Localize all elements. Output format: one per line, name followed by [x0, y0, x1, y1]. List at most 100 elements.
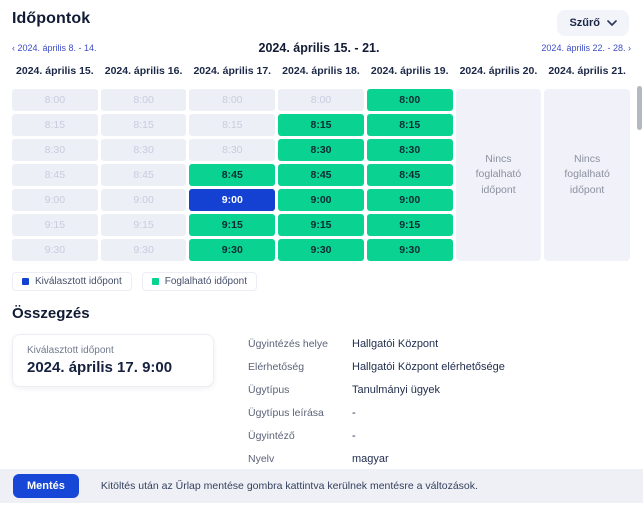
time-slot-disabled: 8:30: [189, 139, 276, 161]
summary-section: Kiválasztott időpont 2024. április 17. 9…: [0, 334, 643, 476]
time-slot-available[interactable]: 9:30: [278, 239, 364, 261]
time-slot-disabled: 8:00: [100, 89, 187, 111]
summary-field-row: Nyelv magyar: [248, 453, 631, 466]
field-label: Nyelv: [248, 453, 275, 465]
time-slot-disabled: 8:00: [12, 89, 98, 111]
field-value: Hallgatói Központ elérhetősége: [352, 361, 505, 373]
day-header: 2024. április 18.: [282, 65, 360, 77]
slot-list: 8:00 8:15 8:30 8:45 9:00 9:15 9:30: [12, 89, 98, 261]
field-value: magyar: [352, 453, 389, 465]
time-slot-available[interactable]: 8:15: [366, 114, 453, 136]
day-column: 2024. április 18. 8:00 8:15 8:30 8:45 9:00 9:1…: [278, 65, 364, 261]
slot-list: 8:00 8:15 8:30 8:45 9:00 9:15 9:30: [189, 89, 276, 261]
time-slot-available[interactable]: 9:00: [278, 189, 364, 211]
field-value: Hallgatói Központ: [352, 338, 439, 350]
selected-appointment-card: Kiválasztott időpont 2024. április 17. 9…: [12, 334, 214, 387]
time-slot-disabled: 8:15: [189, 114, 276, 136]
field-label: Ügyintéző: [248, 430, 295, 442]
legend: Kiválasztott időpont Foglalható időpont: [0, 272, 643, 291]
time-slot-disabled: 8:30: [12, 139, 98, 161]
field-label: Ügytípus leírása: [248, 407, 324, 419]
time-slot-disabled: 8:15: [100, 114, 187, 136]
day-header: 2024. április 16.: [104, 65, 183, 77]
field-value: Tanulmányi ügyek: [352, 384, 441, 396]
slot-list: 8:00 8:15 8:30 8:45 9:00 9:15 9:30: [366, 89, 453, 261]
time-slot-disabled: 9:15: [12, 214, 98, 236]
filter-button-label: Szűrő: [569, 17, 600, 29]
field-label: Ügyintézés helye: [248, 338, 328, 350]
time-slot-disabled: 9:15: [100, 214, 187, 236]
time-slot-disabled: 8:45: [100, 164, 187, 186]
day-column: 2024. április 20. Nincs foglalható időpon…: [455, 65, 542, 261]
time-slot-available[interactable]: 9:15: [366, 214, 453, 236]
field-label: Ügytípus: [248, 384, 290, 396]
time-slot-available[interactable]: 9:15: [278, 214, 364, 236]
time-slot-disabled: 9:30: [100, 239, 187, 261]
time-slot-available[interactable]: 8:00: [366, 89, 453, 111]
save-button[interactable]: Mentés: [13, 474, 79, 498]
legend-label: Kiválasztott időpont: [35, 276, 122, 287]
time-slot-disabled: 8:30: [100, 139, 187, 161]
day-column: 2024. április 15. 8:00 8:15 8:30 8:45 9:00 9:1…: [12, 65, 98, 261]
time-slot-available[interactable]: 9:30: [366, 239, 453, 261]
time-slot-available[interactable]: 9:15: [189, 214, 276, 236]
summary-heading: Összegzés: [12, 305, 90, 322]
legend-label: Foglalható időpont: [164, 276, 248, 287]
slot-list: 8:00 8:15 8:30 8:45 9:00 9:15 9:30: [278, 89, 364, 261]
time-slot-available[interactable]: 9:30: [189, 239, 276, 261]
time-slot-disabled: 9:00: [12, 189, 98, 211]
summary-field-row: Ügytípus Tanulmányi ügyek: [248, 384, 631, 397]
field-label: Elérhetőség: [248, 361, 305, 373]
summary-field-row: Ügyintéző -: [248, 430, 631, 443]
day-header: 2024. április 20.: [459, 65, 538, 77]
summary-field-row: Elérhetőség Hallgatói Központ elérhetőség…: [248, 361, 631, 374]
time-slot-disabled: 8:00: [278, 89, 364, 111]
prev-arrow: ‹: [12, 43, 15, 53]
time-slot-available[interactable]: 8:30: [366, 139, 453, 161]
next-week-link[interactable]: 2024. április 22. - 28. ›: [541, 43, 631, 53]
day-column: 2024. április 16. 8:00 8:15 8:30 8:45 9:00 9:1…: [100, 65, 187, 261]
day-header: 2024. április 21.: [548, 65, 626, 77]
time-slot-available[interactable]: 8:45: [366, 164, 453, 186]
day-header: 2024. április 15.: [16, 65, 94, 77]
next-week-label: 2024. április 22. - 28.: [541, 43, 626, 53]
legend-item-selected: Kiválasztott időpont: [12, 272, 132, 291]
summary-field-row: Ügyintézés helye Hallgatói Központ: [248, 338, 631, 351]
day-column: 2024. április 21. Nincs foglalható időpon…: [544, 65, 630, 261]
summary-field-row: Ügytípus leírása -: [248, 407, 631, 420]
no-slots-panel: Nincs foglalható időpont: [455, 89, 542, 261]
calendar-scrollbar[interactable]: [637, 86, 642, 258]
time-slot-disabled: 9:30: [12, 239, 98, 261]
prev-week-link[interactable]: ‹ 2024. április 8. - 14.: [12, 43, 97, 53]
time-slot-disabled: 8:00: [189, 89, 276, 111]
slot-list: 8:00 8:15 8:30 8:45 9:00 9:15 9:30: [100, 89, 187, 261]
time-slot-disabled: 8:45: [12, 164, 98, 186]
selected-card-value: 2024. április 17. 9:00: [27, 359, 173, 376]
chevron-down-icon: [607, 20, 617, 26]
day-column: 2024. április 17. 8:00 8:15 8:30 8:45 9:00 9:1…: [189, 65, 276, 261]
scrollbar-thumb[interactable]: [637, 86, 642, 130]
time-slot-available[interactable]: 8:30: [278, 139, 364, 161]
legend-item-available: Foglalható időpont: [141, 272, 258, 291]
page-header: Időpontok Szűrő: [0, 0, 643, 36]
prev-week-label: 2024. április 8. - 14.: [17, 43, 97, 53]
week-navigation: ‹ 2024. április 8. - 14. 2024. április 1…: [0, 41, 643, 55]
time-slot-disabled: 9:00: [100, 189, 187, 211]
field-value: -: [352, 430, 356, 442]
time-slot-available[interactable]: 9:00: [366, 189, 453, 211]
selected-swatch-icon: [22, 278, 29, 285]
page-title: Időpontok: [12, 10, 91, 27]
time-slot-available[interactable]: 8:15: [278, 114, 364, 136]
time-slot-available[interactable]: 8:45: [278, 164, 364, 186]
time-slot-available[interactable]: 8:45: [189, 164, 276, 186]
footer-bar: Mentés Kitöltés után az Űrlap mentése go…: [0, 469, 643, 503]
time-slot-selected[interactable]: 9:00: [189, 189, 276, 211]
no-slots-panel: Nincs foglalható időpont: [544, 89, 630, 261]
filter-button[interactable]: Szűrő: [557, 10, 629, 36]
calendar-grid: 2024. április 15. 8:00 8:15 8:30 8:45 9:00 9:1…: [0, 65, 643, 261]
footer-note: Kitöltés után az Űrlap mentése gombra ka…: [100, 480, 478, 492]
time-slot-disabled: 8:15: [12, 114, 98, 136]
summary-fields: Ügyintézés helye Hallgatói Központ Elérhet…: [248, 334, 631, 476]
selected-card-label: Kiválasztott időpont: [27, 345, 114, 356]
